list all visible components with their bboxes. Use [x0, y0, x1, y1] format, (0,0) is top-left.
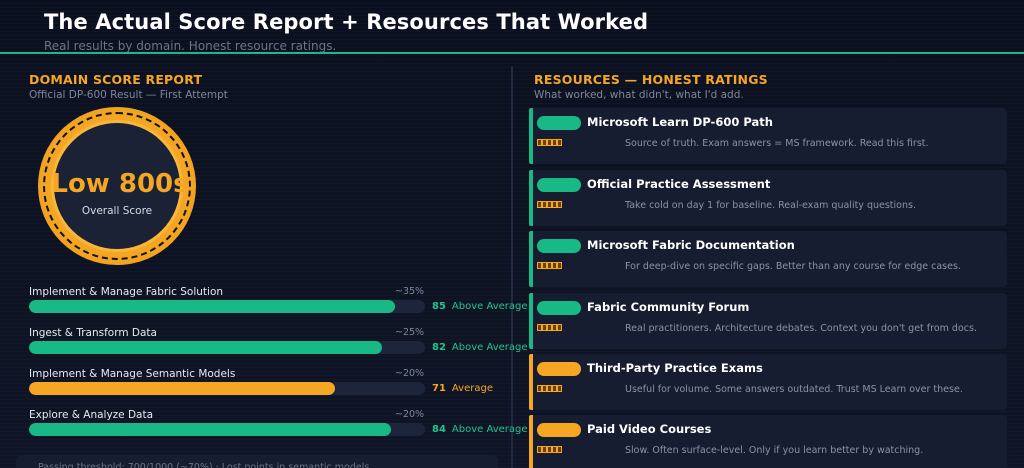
domain-score-bar: [29, 341, 382, 354]
resource-description: Take cold on day 1 for baseline. Real-ex…: [625, 200, 916, 211]
resource-card[interactable]: Fabric Community Forum Real practitioner…: [529, 293, 1007, 349]
rating-stars-icon: [537, 324, 562, 334]
domain-score-track: [29, 382, 425, 395]
rating-pill: [537, 423, 581, 437]
resource-title: Microsoft Learn DP-600 Path: [587, 115, 773, 129]
card-accent: [529, 415, 533, 468]
domain-row: Explore & Analyze Data ~20% 84 Above Aver…: [29, 409, 528, 445]
overall-score-label: Overall Score: [81, 205, 153, 217]
score-footnote: Passing threshold: 700/1000 (~70%) · Los…: [16, 455, 498, 468]
page-title: The Actual Score Report + Resources That…: [44, 10, 649, 34]
resource-card[interactable]: Microsoft Fabric Documentation For deep-…: [529, 231, 1007, 287]
resource-title: Third-Party Practice Exams: [587, 361, 763, 375]
domain-name: Implement & Manage Semantic Models: [29, 368, 236, 380]
domain-weight: ~35%: [395, 286, 425, 297]
rating-stars-icon: [537, 139, 562, 149]
rating-pill: [537, 116, 581, 130]
header-divider: [0, 52, 1024, 54]
gauge-ring: [43, 112, 191, 260]
domain-score-value: 82: [432, 342, 446, 353]
card-accent: [529, 170, 533, 226]
rating-pill: [537, 362, 581, 376]
domain-row: Implement & Manage Semantic Models ~20% …: [29, 368, 524, 404]
resource-card[interactable]: Paid Video Courses Slow. Often surface-l…: [529, 415, 1007, 468]
domain-weight: ~20%: [395, 368, 425, 379]
resource-title: Fabric Community Forum: [587, 300, 750, 314]
domain-score: 85 Above Average: [432, 301, 528, 312]
rating-pill: [537, 178, 581, 192]
domain-name: Explore & Analyze Data: [29, 409, 154, 421]
overall-score-gauge: Low 800s Overall Score: [38, 107, 196, 265]
resource-description: Useful for volume. Some answers outdated…: [625, 384, 963, 395]
domain-score-value: 84: [432, 424, 446, 435]
domain-score-value: 85: [432, 301, 446, 312]
domain-score-bar: [29, 300, 395, 313]
resource-description: Real practitioners. Architecture debates…: [625, 323, 977, 334]
domain-rating: Average: [451, 383, 493, 394]
page-header: The Actual Score Report + Resources That…: [0, 0, 1024, 54]
card-accent: [529, 231, 533, 287]
score-report-title: DOMAIN SCORE REPORT: [29, 72, 203, 87]
domain-row: Ingest & Transform Data ~25% 82 Above Ave…: [29, 327, 528, 363]
domain-score: 84 Above Average: [432, 424, 528, 435]
card-accent: [529, 354, 533, 410]
page-subtitle: Real results by domain. Honest resource …: [44, 39, 337, 53]
domain-score: 71 Average: [432, 383, 493, 394]
domain-name: Implement & Manage Fabric Solution: [29, 286, 224, 298]
rating-stars-icon: [537, 201, 562, 211]
domain-name: Ingest & Transform Data: [29, 327, 157, 339]
column-divider: [511, 66, 513, 468]
rating-stars-icon: [537, 262, 562, 272]
overall-score-value: Low 800s: [51, 169, 189, 199]
resource-card[interactable]: Official Practice Assessment Take cold o…: [529, 170, 1007, 226]
resource-title: Microsoft Fabric Documentation: [587, 238, 795, 252]
rating-stars-icon: [537, 446, 562, 456]
domain-weight: ~25%: [395, 327, 425, 338]
domain-rating: Above Average: [451, 301, 528, 312]
domain-weight: ~20%: [395, 409, 425, 420]
domain-score-value: 71: [432, 383, 446, 394]
domain-score: 82 Above Average: [432, 342, 528, 353]
rating-pill: [537, 239, 581, 253]
resource-description: For deep-dive on specific gaps. Better t…: [625, 261, 961, 272]
gauge-center: Low 800s Overall Score: [51, 120, 189, 252]
resources-title: RESOURCES — HONEST RATINGS: [534, 72, 768, 87]
domain-rating: Above Average: [451, 342, 528, 353]
resource-description: Source of truth. Exam answers = MS frame…: [625, 138, 929, 149]
rating-pill: [537, 301, 581, 315]
score-report-subtitle: Official DP-600 Result — First Attempt: [29, 89, 228, 101]
domain-score-track: [29, 300, 425, 313]
domain-score-track: [29, 423, 425, 436]
resource-title: Paid Video Courses: [587, 422, 712, 436]
domain-row: Implement & Manage Fabric Solution ~35% …: [29, 286, 528, 322]
rating-stars-icon: [537, 385, 562, 395]
card-accent: [529, 108, 533, 164]
card-accent: [529, 293, 533, 349]
domain-score-bar: [29, 382, 335, 395]
resource-card[interactable]: Microsoft Learn DP-600 Path Source of tr…: [529, 108, 1007, 164]
domain-rating: Above Average: [451, 424, 528, 435]
resource-description: Slow. Often surface-level. Only if you l…: [625, 445, 924, 456]
resource-card[interactable]: Third-Party Practice Exams Useful for vo…: [529, 354, 1007, 410]
resources-subtitle: What worked, what didn't, what I'd add.: [534, 89, 744, 101]
resource-title: Official Practice Assessment: [587, 177, 771, 191]
domain-score-bar: [29, 423, 391, 436]
domain-score-track: [29, 341, 425, 354]
